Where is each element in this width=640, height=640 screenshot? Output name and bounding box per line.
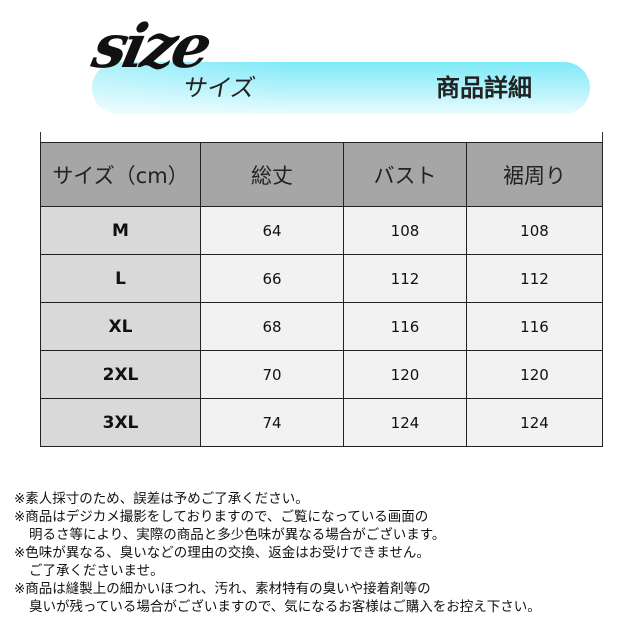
- table-row: L 66 112 112: [40, 254, 603, 303]
- size-label-cell: 2XL: [40, 350, 201, 399]
- table-row: 2XL 70 120 120: [40, 350, 603, 399]
- column-header-bust: バスト: [343, 142, 467, 207]
- note-line: ※商品は縫製上の細かいほつれ、汚れ、素材特有の臭いや接着剤等の: [14, 581, 431, 597]
- table-header-row: サイズ（cm） 総丈 バスト 裾周り: [40, 142, 603, 207]
- measurement-cell: 124: [466, 398, 603, 447]
- note-line: 明るさ等により、実際の商品と多少色味が異なる場合がございます。: [29, 527, 446, 543]
- measurement-cell: 108: [343, 206, 467, 255]
- measurement-cell: 70: [200, 350, 344, 399]
- measurement-cell: 116: [343, 302, 467, 351]
- measurement-cell: 68: [200, 302, 344, 351]
- measurement-cell: 74: [200, 398, 344, 447]
- table-tick-right: [602, 132, 603, 144]
- column-header-hem: 裾周り: [466, 142, 603, 207]
- column-header-length: 総丈: [200, 142, 344, 207]
- measurement-cell: 120: [466, 350, 603, 399]
- measurement-cell: 120: [343, 350, 467, 399]
- measurement-cell: 112: [343, 254, 467, 303]
- size-label-cell: M: [40, 206, 201, 255]
- table-tick-left: [40, 132, 41, 144]
- size-logo-kana: サイズ: [181, 74, 258, 102]
- note-line: ご了承くださいませ。: [29, 563, 164, 579]
- measurement-cell: 116: [466, 302, 603, 351]
- note-line: ※素人採寸のため、誤差は予めご了承ください。: [14, 491, 309, 507]
- note-line: ※色味が異なる、臭いなどの理由の交換、返金はお受けできません。: [14, 545, 430, 561]
- size-label-cell: 3XL: [40, 398, 201, 447]
- measurement-cell: 124: [343, 398, 467, 447]
- measurement-cell: 64: [200, 206, 344, 255]
- note-line: ※商品はデジカメ撮影をしておりますので、ご覧になっている画面の: [14, 509, 429, 525]
- table-row: XL 68 116 116: [40, 302, 603, 351]
- measurement-cell: 66: [200, 254, 344, 303]
- size-label-cell: L: [40, 254, 201, 303]
- size-table: サイズ（cm） 総丈 バスト 裾周り M 64 108 108 L 66 112 112 XL 6…: [40, 142, 603, 447]
- measurement-cell: 112: [466, 254, 603, 303]
- notes: ※素人採寸のため、誤差は予めご了承ください。 ※商品はデジカメ撮影をしておりますの…: [14, 490, 541, 616]
- size-label-cell: XL: [40, 302, 201, 351]
- table-row: M 64 108 108: [40, 206, 603, 255]
- table-row: 3XL 74 124 124: [40, 398, 603, 447]
- page-title: 商品詳細: [436, 74, 532, 102]
- column-header-size: サイズ（cm）: [40, 142, 201, 207]
- note-line: 臭いが残っている場合がございますので、気になるお客様はご購入をお控え下さい。: [29, 599, 541, 615]
- measurement-cell: 108: [466, 206, 603, 255]
- header-banner: [92, 62, 590, 114]
